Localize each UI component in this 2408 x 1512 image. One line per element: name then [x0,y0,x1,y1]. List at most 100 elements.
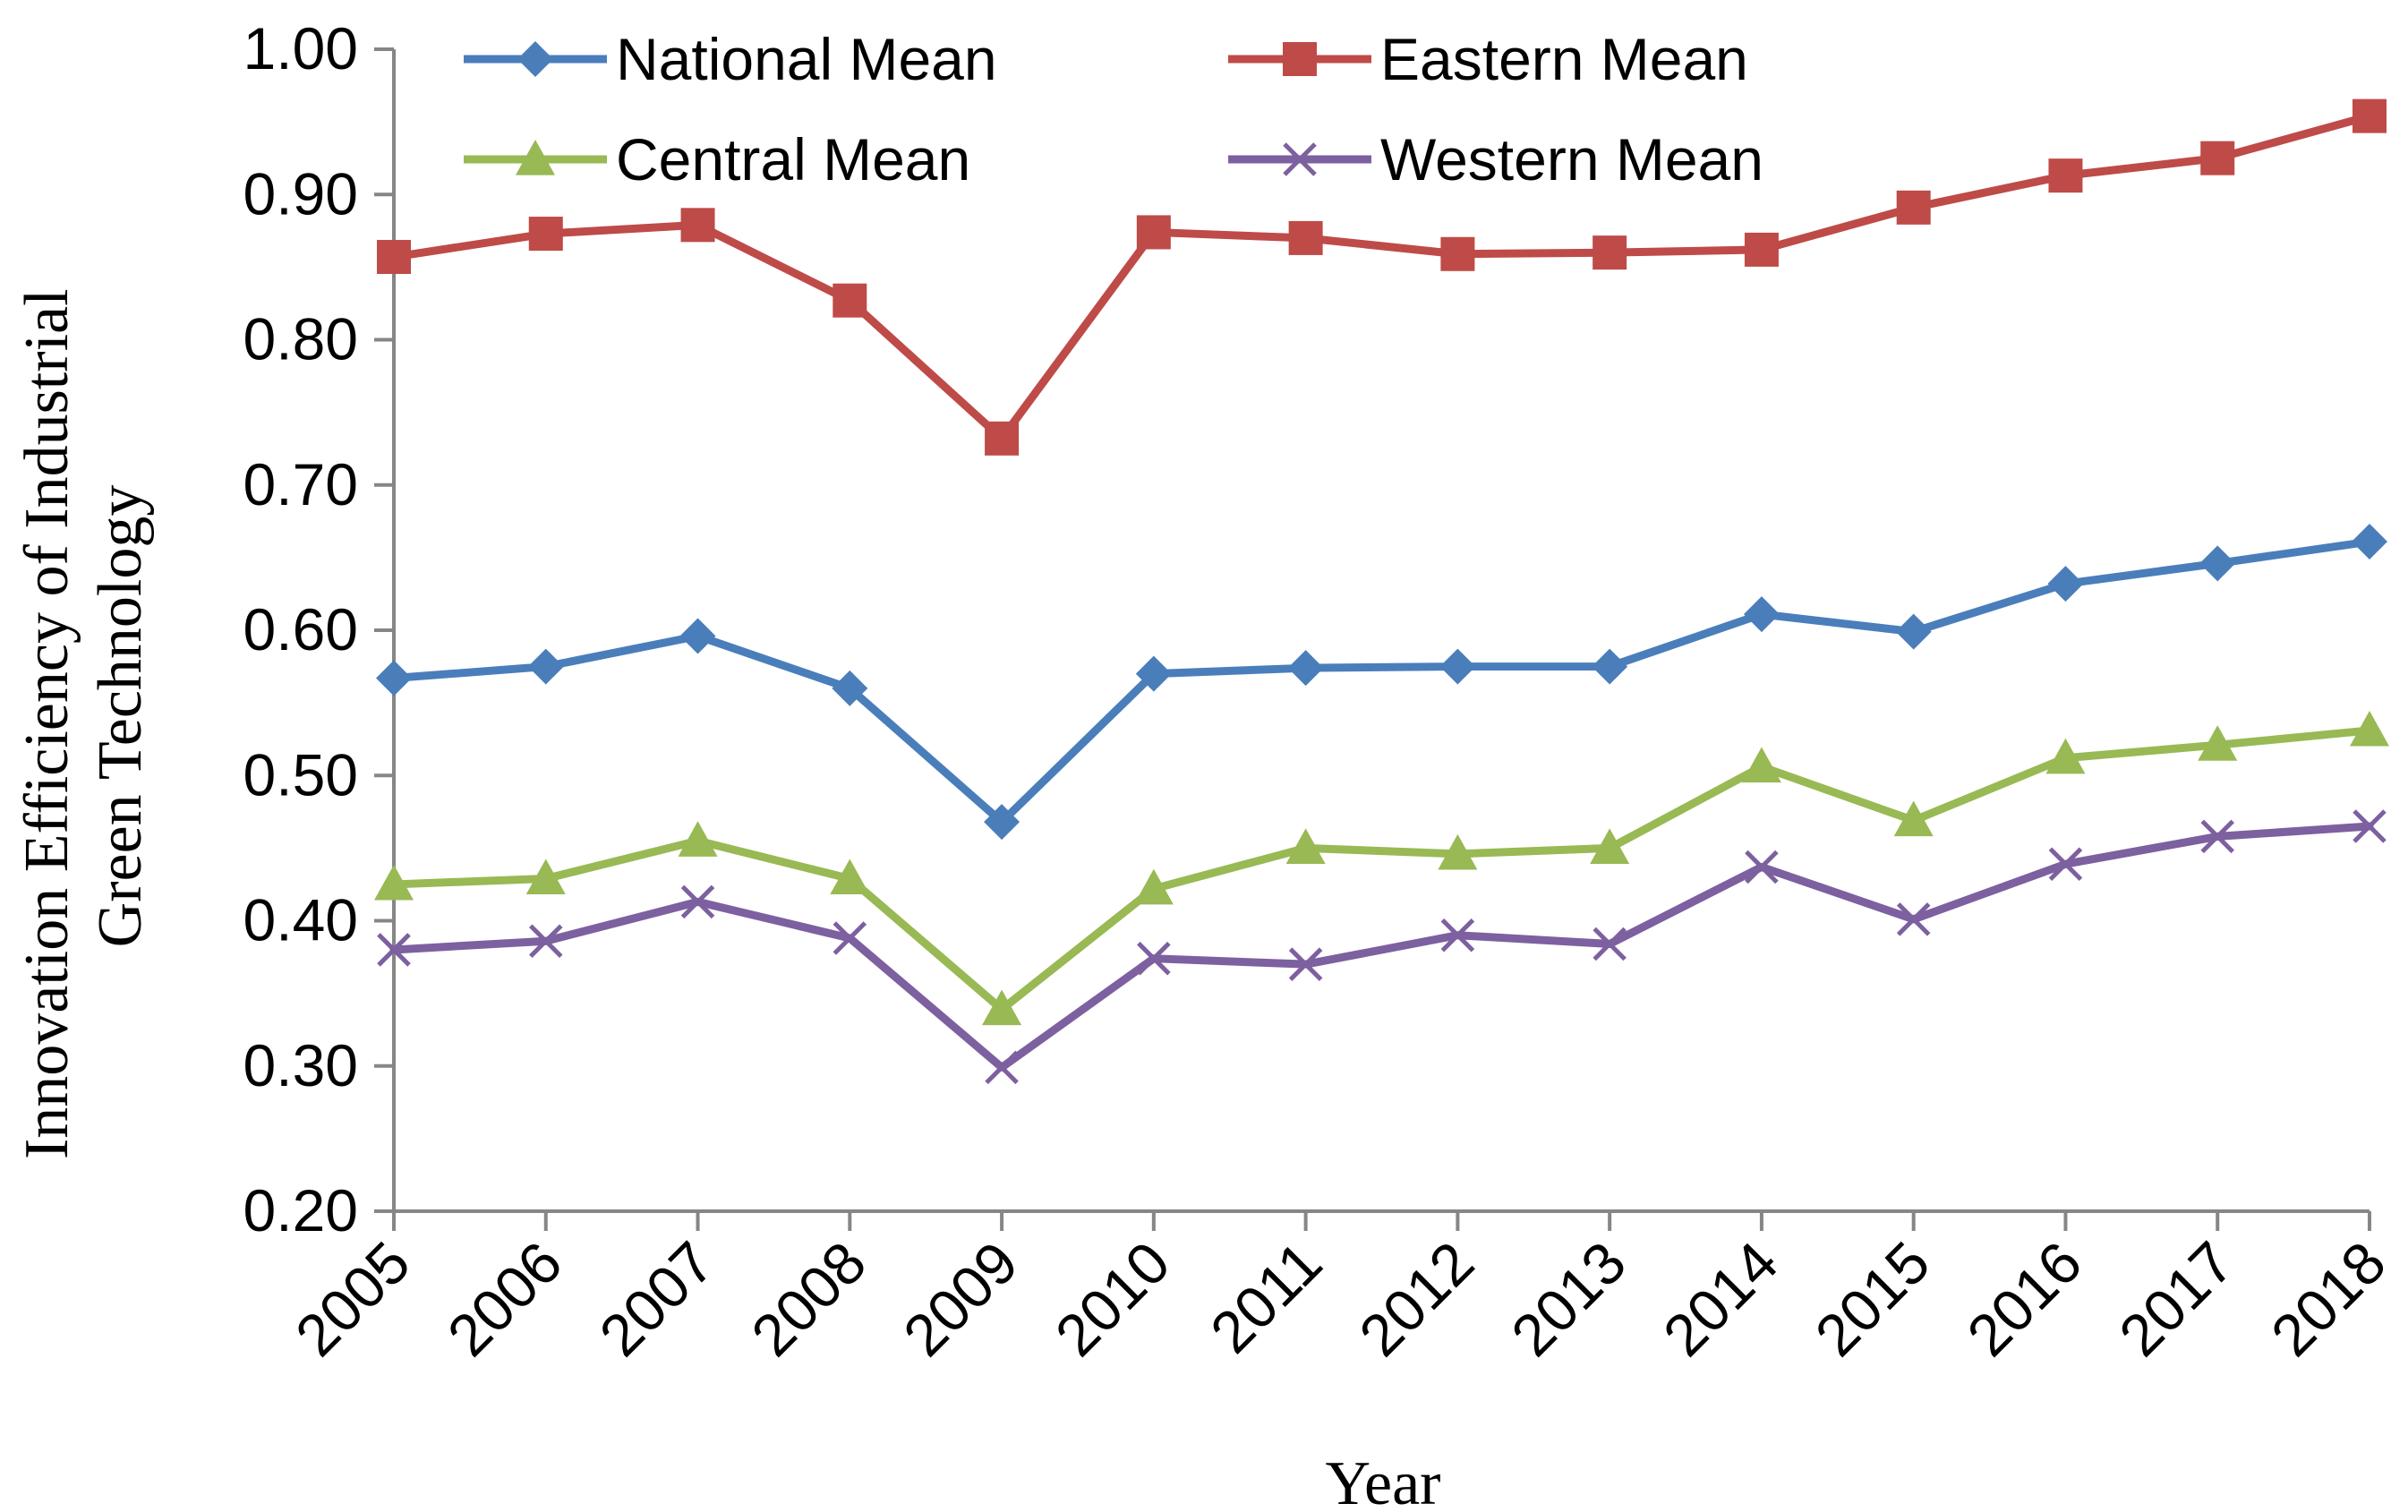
data-point-eastern-mean [833,283,867,318]
data-point-national-mean [527,648,564,685]
data-point-eastern-mean [1440,236,1475,271]
x-ticks: 2005 2006 2007 2008 2009 2010 2011 2012 2013 2014… [283,1211,2398,1369]
data-point-western-mean [377,933,411,967]
data-point-central-mean [678,821,718,857]
data-point-central-mean [1590,828,1630,864]
legend-swatch-marker [1283,142,1317,176]
data-point-eastern-mean [1593,235,1627,270]
data-point-central-mean [2045,738,2086,774]
data-point-central-mean [525,859,566,895]
data-point-western-mean [1896,902,1931,936]
data-point-national-mean [2352,524,2387,560]
data-point-western-mean [1288,947,1323,981]
y-axis-title-line-2: Green Technology [86,485,155,948]
y-tick-label: 0.30 [243,1032,358,1098]
x-axis-title: Year [1326,1449,1441,1512]
series-central-mean [374,710,2389,1026]
y-ticks: 0.20 0.30 0.40 0.50 0.60 0.70 0.80 0.90 1.00 [243,15,394,1243]
data-point-western-mean [1440,918,1475,952]
legend-swatch-marker [517,41,553,77]
data-point-national-mean [1287,650,1324,687]
series-line-western-mean [389,822,2374,1072]
data-point-national-mean [1895,613,1932,650]
data-point-eastern-mean [528,217,563,252]
data-point-eastern-mean [1896,190,1931,225]
data-point-national-mean [984,804,1020,841]
data-point-central-mean [982,989,1022,1026]
legend-item-western-mean: Western Mean [1228,126,1763,192]
data-point-western-mean [2352,809,2387,843]
series-line-national-mean [389,537,2374,826]
y-tick-label: 0.60 [243,596,358,662]
data-point-eastern-mean [680,208,715,243]
legend-label: Central Mean [616,126,970,192]
series-national-mean [376,524,2387,841]
legend-label: National Mean [616,26,997,92]
data-point-eastern-mean [1744,232,1779,267]
data-point-central-mean [830,859,870,895]
data-point-central-mean [1893,800,1934,837]
data-point-national-mean [1743,596,1780,633]
data-point-national-mean [679,618,716,654]
x-tick-label: 2008 [739,1229,878,1369]
y-axis-title: Innovation Efficiency of Industrial Gree… [13,273,155,1159]
x-tick-label: 2005 [283,1229,423,1369]
y-tick-label: 0.50 [243,741,358,807]
data-point-national-mean [832,670,868,706]
x-tick-label: 2011 [1198,1229,1335,1366]
y-tick-label: 1.00 [243,15,358,81]
legend-item-eastern-mean: Eastern Mean [1228,26,1748,92]
data-point-western-mean [1137,941,1171,976]
y-tick-label: 0.70 [243,451,358,517]
series-eastern-mean [377,98,2387,456]
data-point-eastern-mean [1288,220,1323,255]
data-point-western-mean [985,1050,1019,1085]
data-point-western-mean [680,884,715,919]
y-axis-title-line-1: Innovation Efficiency of Industrial [13,288,81,1159]
data-point-central-mean [374,864,414,901]
series-layer [374,98,2389,1085]
data-point-western-mean [2048,847,2083,881]
x-tick-label: 2007 [586,1229,726,1369]
data-point-central-mean [2350,710,2389,747]
data-point-eastern-mean [1136,215,1171,250]
data-point-central-mean [1741,747,1781,783]
y-tick-label: 0.80 [243,306,358,372]
x-tick-label: 2006 [435,1229,575,1369]
data-point-eastern-mean [2048,158,2083,193]
series-line-eastern-mean [389,112,2374,443]
data-point-western-mean [2200,819,2234,854]
y-tick-label: 0.40 [243,887,358,953]
legend-label: Western Mean [1380,126,1763,192]
data-point-eastern-mean [2352,98,2387,133]
legend: National Mean Eastern Mean Central Mean Wes… [464,26,1763,192]
data-point-central-mean [2198,725,2238,761]
x-tick-label: 2009 [891,1229,1030,1369]
data-point-western-mean [1745,850,1779,884]
y-tick-label: 0.90 [243,160,358,226]
data-point-eastern-mean [985,421,1020,456]
series-western-mean [377,809,2387,1085]
data-point-national-mean [2199,545,2236,582]
data-point-western-mean [1593,927,1627,961]
legend-item-central-mean: Central Mean [464,126,970,192]
x-tick-label: 2012 [1346,1229,1486,1369]
legend-swatch-marker [516,140,555,175]
x-tick-label: 2015 [1802,1229,1942,1369]
series-line-central-mean [389,726,2374,1013]
data-point-national-mean [2047,566,2084,602]
x-tick-label: 2018 [2259,1229,2398,1369]
data-point-central-mean [1133,868,1174,905]
data-point-central-mean [1285,828,1326,864]
x-tick-label: 2017 [2106,1229,2246,1369]
data-point-western-mean [833,921,867,955]
x-tick-label: 2013 [1499,1229,1638,1369]
legend-item-national-mean: National Mean [464,26,997,92]
data-point-western-mean [529,924,563,958]
data-point-national-mean [1439,648,1476,685]
data-point-eastern-mean [2200,141,2235,175]
data-point-national-mean [376,660,412,696]
data-point-national-mean [1135,655,1172,692]
x-tick-label: 2010 [1043,1229,1183,1369]
